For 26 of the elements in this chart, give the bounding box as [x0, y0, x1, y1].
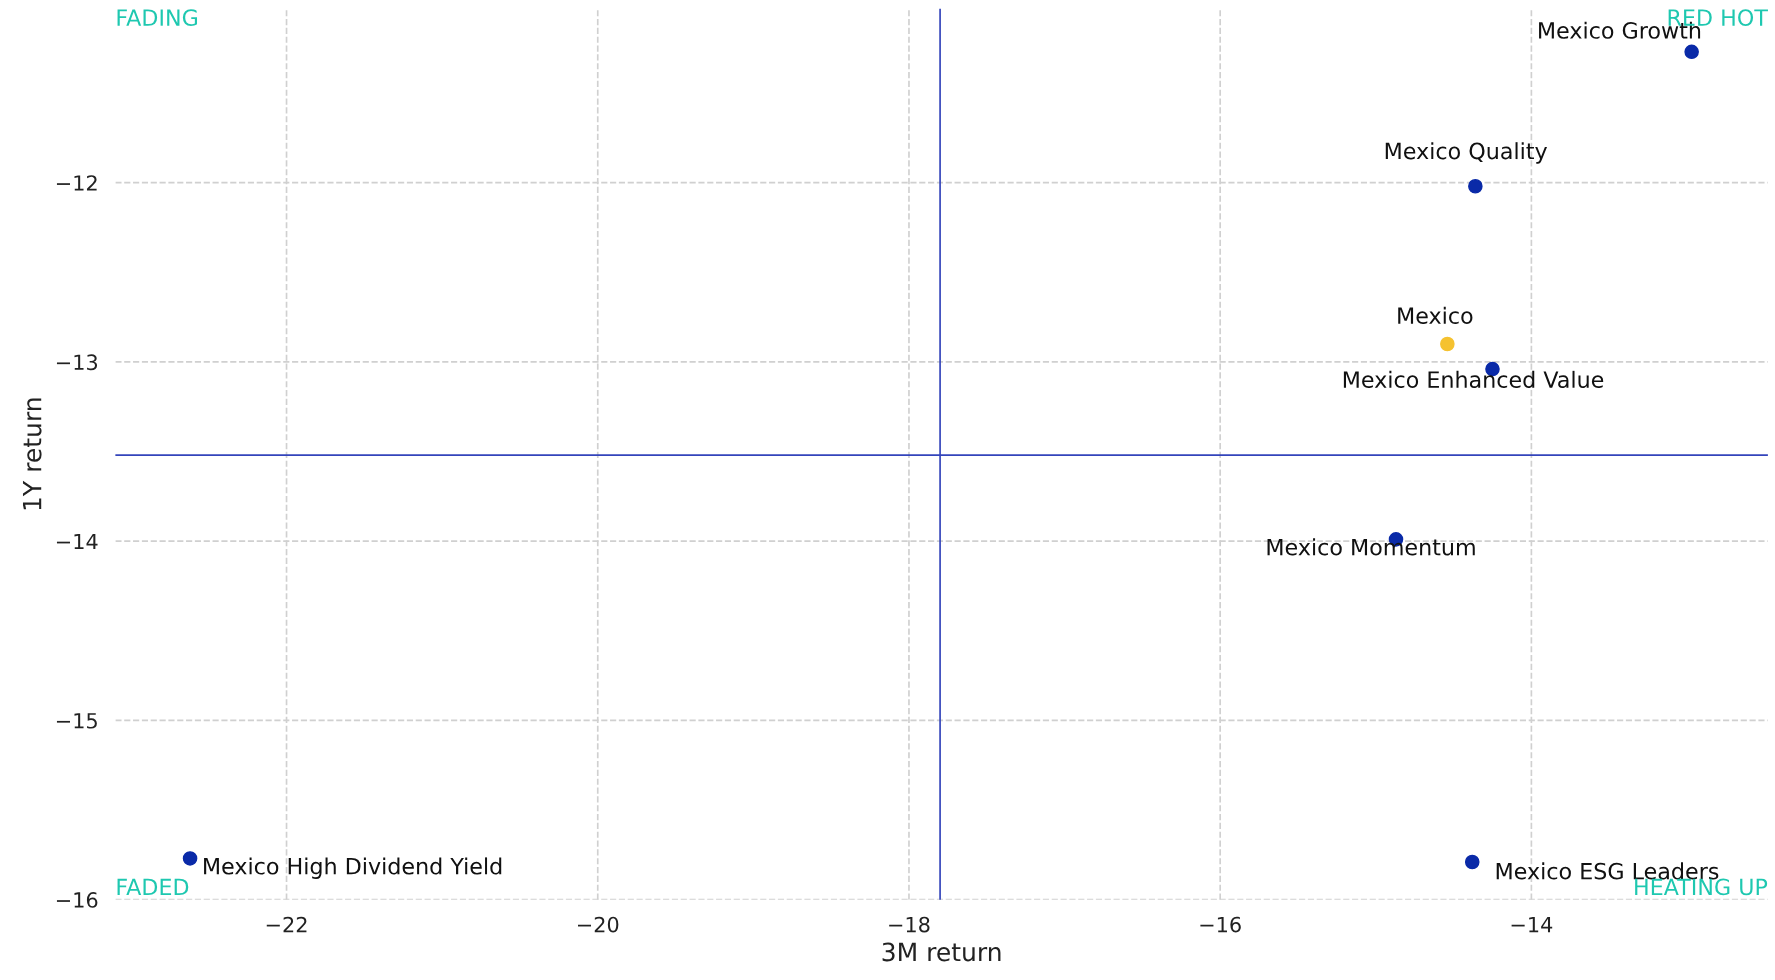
- point: [1684, 44, 1699, 60]
- annotation: Mexico Momentum: [1267, 538, 1475, 556]
- y-tick-label: −12: [56, 175, 97, 191]
- annotation: Mexico: [1398, 306, 1473, 325]
- x-tick-label: −18: [889, 916, 930, 933]
- y-tick-label: −14: [56, 533, 98, 550]
- annotation: Mexico High Dividend Yield: [204, 857, 502, 879]
- point: [1440, 336, 1455, 352]
- x-tick-label: −14: [1511, 916, 1553, 933]
- annotation: HEATING UP: [1635, 878, 1768, 896]
- annotation: Mexico ESG Leaders: [1496, 862, 1719, 880]
- point: [1468, 178, 1483, 194]
- y-tick-label: −16: [56, 892, 98, 908]
- y-tick-label: −15: [56, 713, 97, 729]
- y-tick-label: −13: [56, 354, 98, 371]
- x-axis-title: 3M return: [882, 942, 1001, 962]
- annotation: Mexico Enhanced Value: [1343, 370, 1604, 389]
- annotation: FADED: [117, 878, 189, 896]
- y-axis-title: 1Y return: [22, 398, 42, 510]
- point: [182, 851, 198, 866]
- x-tick-label: −20: [577, 916, 619, 933]
- annotation: Mexico Quality: [1385, 142, 1548, 164]
- annotation: FADING: [117, 9, 198, 27]
- x-tick-label: −22: [266, 916, 307, 933]
- x-tick-label: −16: [1200, 916, 1241, 933]
- point: [1464, 854, 1480, 870]
